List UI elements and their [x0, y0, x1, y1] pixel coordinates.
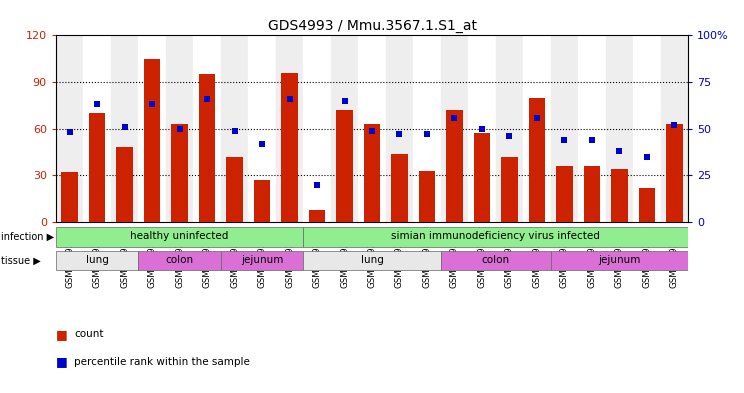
Bar	[440, 251, 551, 270]
Text: ■: ■	[56, 355, 68, 368]
Bar	[221, 251, 304, 270]
Bar	[116, 147, 132, 222]
Bar	[166, 35, 193, 222]
Point	[421, 131, 433, 138]
Bar	[661, 35, 688, 222]
Bar	[83, 35, 111, 222]
Text: tissue ▶: tissue ▶	[1, 255, 40, 265]
Bar	[89, 113, 106, 222]
Bar	[551, 251, 688, 270]
Bar	[359, 35, 385, 222]
Bar	[551, 35, 578, 222]
Point	[91, 101, 103, 108]
Bar	[221, 35, 248, 222]
Title: GDS4993 / Mmu.3567.1.S1_at: GDS4993 / Mmu.3567.1.S1_at	[268, 19, 476, 33]
Text: infection ▶: infection ▶	[1, 232, 54, 242]
Bar	[56, 251, 138, 270]
Text: percentile rank within the sample: percentile rank within the sample	[74, 356, 250, 367]
Point	[256, 140, 268, 147]
Point	[531, 114, 543, 121]
Point	[614, 148, 626, 154]
Text: count: count	[74, 329, 104, 339]
Bar	[633, 35, 661, 222]
Point	[504, 133, 516, 139]
Bar	[331, 35, 359, 222]
Bar	[501, 157, 518, 222]
Point	[283, 95, 295, 102]
Point	[559, 137, 571, 143]
Bar	[248, 35, 276, 222]
Bar	[557, 166, 573, 222]
Bar	[138, 35, 166, 222]
Bar	[413, 35, 440, 222]
Bar	[523, 35, 551, 222]
Point	[173, 125, 185, 132]
Bar	[391, 154, 408, 222]
Point	[339, 97, 350, 104]
Bar	[193, 35, 221, 222]
Point	[669, 122, 681, 128]
Bar	[474, 133, 490, 222]
Bar	[446, 110, 463, 222]
Text: lung: lung	[86, 255, 109, 265]
Bar	[304, 227, 688, 246]
Bar	[468, 35, 496, 222]
Bar	[56, 35, 83, 222]
Bar	[254, 180, 270, 222]
Bar	[309, 209, 325, 222]
Bar	[529, 97, 545, 222]
Bar	[584, 166, 600, 222]
Bar	[612, 169, 628, 222]
Point	[63, 129, 75, 136]
Point	[228, 127, 240, 134]
Bar	[171, 124, 187, 222]
Bar	[138, 251, 221, 270]
Point	[118, 124, 130, 130]
Text: healthy uninfected: healthy uninfected	[130, 231, 228, 241]
Bar	[226, 157, 243, 222]
Bar	[606, 35, 633, 222]
Bar	[61, 172, 78, 222]
Text: jejunum: jejunum	[598, 255, 641, 265]
Point	[311, 182, 323, 188]
Text: lung: lung	[361, 255, 383, 265]
Text: ■: ■	[56, 327, 68, 341]
Bar	[336, 110, 353, 222]
Bar	[281, 73, 298, 222]
Point	[366, 127, 378, 134]
Bar	[666, 124, 683, 222]
Bar	[419, 171, 435, 222]
Point	[146, 101, 158, 108]
Bar	[144, 59, 160, 222]
Bar	[578, 35, 606, 222]
Bar	[304, 35, 331, 222]
Bar	[304, 251, 440, 270]
Bar	[111, 35, 138, 222]
Text: colon: colon	[165, 255, 193, 265]
Text: colon: colon	[481, 255, 510, 265]
Bar	[276, 35, 304, 222]
Point	[476, 125, 488, 132]
Bar	[440, 35, 468, 222]
Bar	[496, 35, 523, 222]
Point	[394, 131, 405, 138]
Bar	[385, 35, 413, 222]
Point	[449, 114, 461, 121]
Bar	[364, 124, 380, 222]
Point	[201, 95, 213, 102]
Bar	[638, 188, 655, 222]
Point	[586, 137, 598, 143]
Text: jejunum: jejunum	[241, 255, 283, 265]
Bar	[199, 74, 215, 222]
Text: simian immunodeficiency virus infected: simian immunodeficiency virus infected	[391, 231, 600, 241]
Point	[641, 154, 653, 160]
Bar	[56, 227, 304, 246]
